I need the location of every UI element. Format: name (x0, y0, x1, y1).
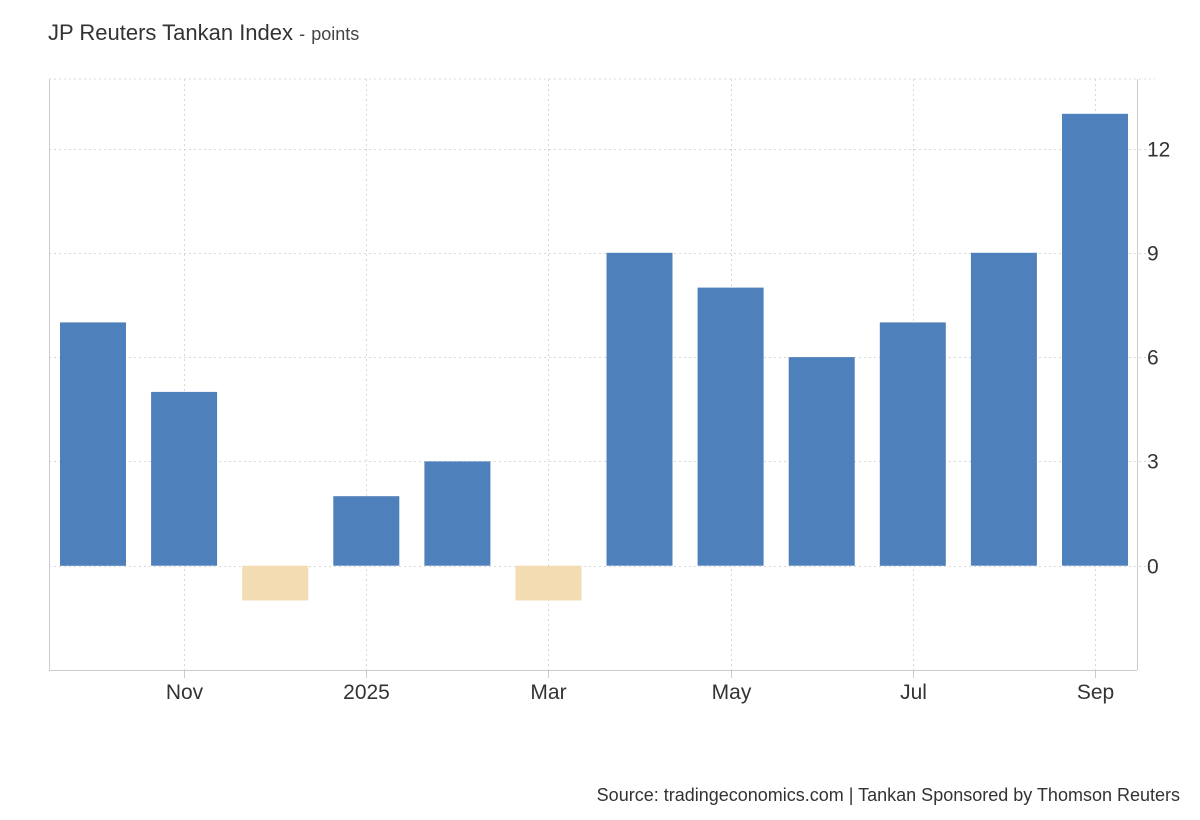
chart-unit: points (311, 24, 360, 44)
bar (60, 322, 126, 566)
chart-title: JP Reuters Tankan Index - points (48, 20, 359, 46)
chart-title-separator: - (299, 24, 306, 44)
source-note: Source: tradingeconomics.com | Tankan Sp… (596, 785, 1180, 805)
bar-chart: 0 3 6 9 12 Nov 2025 Mar May Jul Sep (49, 78, 1171, 705)
bar (879, 322, 946, 566)
bar (788, 357, 855, 566)
bar (515, 565, 582, 601)
y-tick-label: 9 (1147, 243, 1159, 266)
bar (333, 496, 400, 566)
x-tick-label: May (712, 681, 752, 704)
y-tick-label: 0 (1147, 556, 1159, 579)
x-tick-label: Jul (900, 681, 927, 704)
x-tick-label: Sep (1077, 681, 1114, 704)
bar (424, 461, 491, 566)
bar (606, 252, 673, 566)
x-tick-label: Mar (530, 681, 566, 704)
x-tick-label: Nov (166, 681, 204, 704)
y-tick-label: 6 (1147, 347, 1159, 370)
bar (697, 287, 764, 566)
bar (242, 565, 309, 601)
y-tick-label: 12 (1147, 139, 1170, 162)
label-layer: 0 3 6 9 12 Nov 2025 Mar May Jul Sep (166, 139, 1171, 705)
chart-title-text: JP Reuters Tankan Index (48, 20, 294, 45)
bar (1062, 113, 1128, 566)
axis-layer (49, 79, 1138, 678)
bar (151, 391, 218, 566)
bar-layer (60, 113, 1128, 601)
y-tick-label: 3 (1147, 451, 1159, 474)
bar (970, 252, 1037, 566)
x-tick-label: 2025 (343, 681, 390, 704)
